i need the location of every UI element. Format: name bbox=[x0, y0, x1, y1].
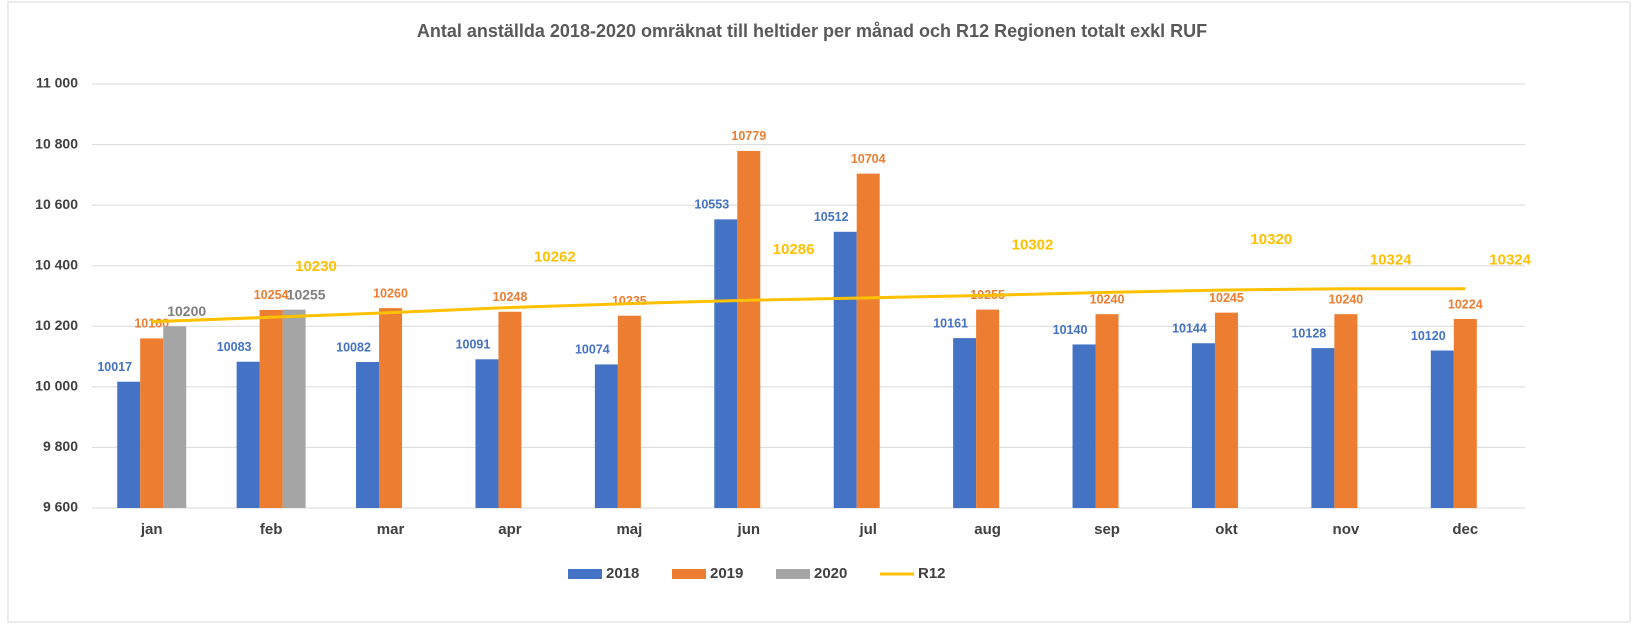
bar bbox=[282, 309, 306, 508]
legend-label: 2020 bbox=[814, 565, 847, 582]
data-label: 10779 bbox=[731, 129, 766, 143]
x-tick-label: maj bbox=[616, 521, 642, 538]
bar bbox=[1191, 343, 1215, 508]
bar bbox=[833, 231, 857, 508]
legend-swatch bbox=[672, 569, 706, 579]
line-label: 10262 bbox=[534, 248, 576, 265]
data-label: 10240 bbox=[1090, 292, 1125, 306]
bar bbox=[1430, 350, 1454, 508]
bar bbox=[594, 364, 618, 508]
data-label: 10245 bbox=[1209, 291, 1244, 305]
x-tick-label: aug bbox=[974, 521, 1001, 538]
bar bbox=[1072, 344, 1096, 508]
line-series bbox=[151, 287, 1466, 324]
x-tick-label: sep bbox=[1094, 521, 1120, 538]
line-label: 10230 bbox=[295, 258, 337, 275]
x-tick-label: jul bbox=[858, 521, 877, 538]
data-label: 10260 bbox=[373, 286, 408, 300]
x-tick-label: dec bbox=[1452, 521, 1478, 538]
x-tick-label: jun bbox=[737, 521, 761, 538]
bar bbox=[953, 338, 977, 508]
data-label: 10161 bbox=[933, 316, 968, 330]
bar bbox=[163, 326, 187, 508]
bar bbox=[737, 150, 761, 508]
data-label: 10254 bbox=[254, 288, 289, 302]
legend-label: R12 bbox=[918, 565, 946, 582]
bar bbox=[259, 309, 283, 508]
data-label: 10074 bbox=[575, 343, 610, 357]
line-label: 10302 bbox=[1012, 236, 1054, 253]
bar bbox=[1334, 314, 1358, 508]
x-tick-label: feb bbox=[260, 521, 283, 538]
bar bbox=[856, 173, 880, 508]
data-label: 10240 bbox=[1328, 292, 1363, 306]
bar bbox=[117, 381, 141, 508]
data-label: 10235 bbox=[612, 294, 647, 308]
x-tick-label: okt bbox=[1215, 521, 1238, 538]
data-label: 10553 bbox=[694, 198, 729, 212]
x-tick-label: apr bbox=[498, 521, 522, 538]
data-label: 10091 bbox=[456, 338, 491, 352]
y-tick-label: 10 200 bbox=[35, 317, 78, 333]
y-tick-label: 9 600 bbox=[43, 499, 78, 515]
bar bbox=[1453, 319, 1477, 508]
bar bbox=[236, 361, 260, 508]
data-label: 10200 bbox=[167, 303, 206, 319]
data-label: 10128 bbox=[1291, 326, 1326, 340]
line-label: 10324 bbox=[1370, 252, 1412, 269]
x-tick-label: jan bbox=[140, 521, 163, 538]
x-tick-label: mar bbox=[377, 521, 405, 538]
data-label: 10140 bbox=[1053, 323, 1088, 337]
line-label: 10324 bbox=[1489, 252, 1531, 269]
bar bbox=[1214, 312, 1238, 508]
data-label: 10248 bbox=[493, 290, 528, 304]
data-label: 10017 bbox=[97, 360, 132, 374]
y-tick-label: 10 400 bbox=[35, 256, 78, 272]
line-label: 10286 bbox=[773, 241, 815, 258]
data-label: 10120 bbox=[1411, 329, 1446, 343]
y-tick-label: 10 800 bbox=[35, 135, 78, 151]
bar bbox=[498, 311, 522, 508]
bar bbox=[617, 315, 641, 508]
legend-label: 2018 bbox=[606, 565, 639, 582]
data-label: 10255 bbox=[287, 286, 326, 302]
chart-border bbox=[7, 1, 1631, 623]
bar bbox=[356, 362, 380, 508]
data-label: 10704 bbox=[851, 152, 886, 166]
x-tick-label: nov bbox=[1333, 521, 1360, 538]
bar bbox=[714, 219, 738, 508]
y-tick-label: 10 600 bbox=[35, 196, 78, 212]
data-label: 10144 bbox=[1172, 322, 1207, 336]
y-tick-label: 10 000 bbox=[35, 378, 78, 394]
data-label: 10082 bbox=[336, 340, 371, 354]
y-tick-label: 11 000 bbox=[36, 75, 78, 91]
legend-swatch bbox=[776, 569, 810, 579]
line-label: 10320 bbox=[1250, 231, 1292, 248]
data-label: 10512 bbox=[814, 210, 849, 224]
data-label: 10224 bbox=[1448, 297, 1483, 311]
bar bbox=[976, 309, 1000, 508]
bar bbox=[1311, 348, 1335, 508]
y-tick-label: 9 800 bbox=[43, 438, 78, 454]
bar bbox=[140, 338, 164, 508]
legend-label: 2019 bbox=[710, 565, 743, 582]
bar bbox=[1095, 314, 1119, 508]
data-label: 10083 bbox=[217, 340, 252, 354]
bar bbox=[379, 308, 403, 508]
chart-title: Antal anställda 2018-2020 omräknat till … bbox=[417, 21, 1207, 41]
legend-swatch bbox=[568, 569, 602, 579]
bar bbox=[475, 359, 499, 508]
